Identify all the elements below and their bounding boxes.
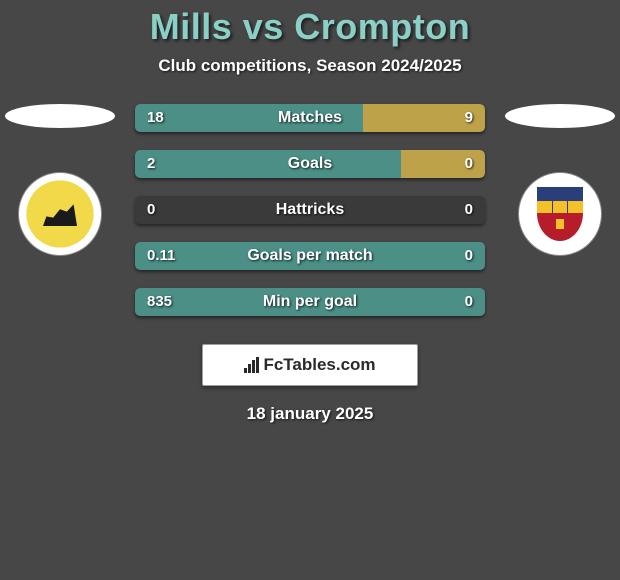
bar-label: Min per goal [135, 288, 485, 316]
bar-value-right: 0 [453, 242, 485, 270]
bar-label: Matches [135, 104, 485, 132]
bar-row: 0Hattricks0 [135, 196, 485, 224]
comparison-widget: Mills vs Crompton Club competitions, Sea… [0, 0, 620, 424]
bar-label: Goals [135, 150, 485, 178]
team-badge-left [18, 172, 102, 256]
source-logo-box: FcTables.com [202, 344, 418, 386]
bar-value-right: 0 [453, 196, 485, 224]
bar-row: 0.11Goals per match0 [135, 242, 485, 270]
ellipse-right [505, 104, 615, 128]
subtitle: Club competitions, Season 2024/2025 [0, 56, 620, 76]
source-logo: FcTables.com [244, 355, 375, 375]
chart-area: 18Matches92Goals00Hattricks00.11Goals pe… [0, 104, 620, 334]
bar-value-right: 0 [453, 150, 485, 178]
barchart-icon [244, 357, 259, 373]
shield-icon [537, 187, 583, 241]
bar-row: 2Goals0 [135, 150, 485, 178]
bar-row: 18Matches9 [135, 104, 485, 132]
team-badge-right [518, 172, 602, 256]
page-title: Mills vs Crompton [0, 6, 620, 48]
bar-value-right: 0 [453, 288, 485, 316]
comparison-bars: 18Matches92Goals00Hattricks00.11Goals pe… [135, 104, 485, 334]
source-logo-text: FcTables.com [263, 355, 375, 375]
bar-row: 835Min per goal0 [135, 288, 485, 316]
bar-value-right: 9 [453, 104, 485, 132]
ellipse-left [5, 104, 115, 128]
date-line: 18 january 2025 [0, 404, 620, 424]
bar-label: Hattricks [135, 196, 485, 224]
bar-label: Goals per match [135, 242, 485, 270]
